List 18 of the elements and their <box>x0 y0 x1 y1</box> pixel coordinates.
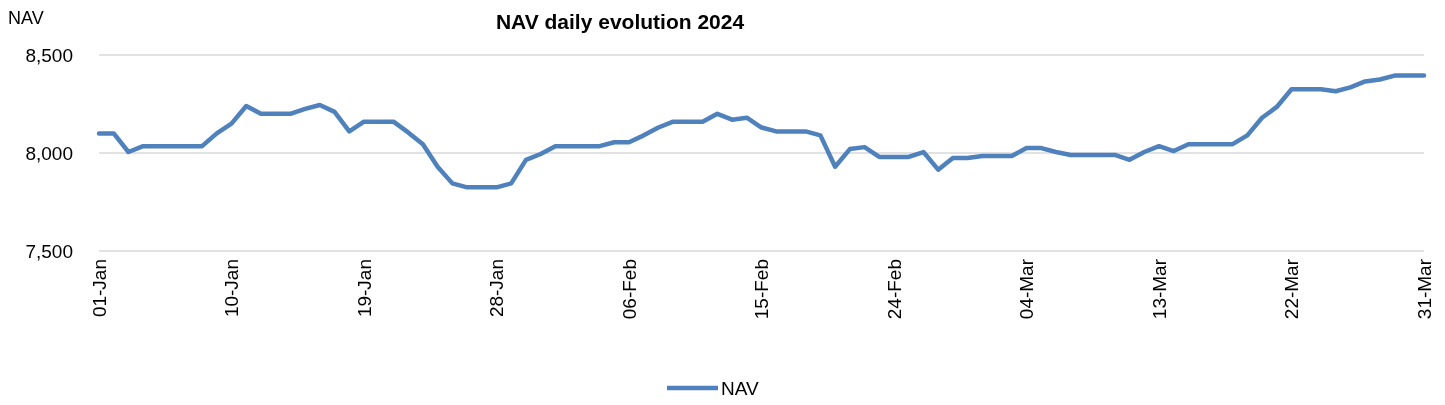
x-tick-label: 28-Jan <box>486 259 508 318</box>
x-tick-label: 24-Feb <box>883 259 905 320</box>
x-tick-label: 19-Jan <box>353 259 375 318</box>
chart-title: NAV daily evolution 2024 <box>495 10 745 33</box>
x-tick-label: 13-Mar <box>1148 258 1170 320</box>
x-tick-label: 06-Feb <box>618 259 640 320</box>
x-tick-label: 22-Mar <box>1281 258 1303 320</box>
y-tick-label: 8,500 <box>25 44 73 66</box>
x-tick-label: 01-Jan <box>88 259 110 318</box>
y-tick-label: 7,500 <box>25 240 73 262</box>
legend-label: NAV <box>721 377 759 399</box>
x-tick-label: 04-Mar <box>1016 258 1038 320</box>
line-series <box>96 73 1427 190</box>
y-axis-title: NAV <box>8 8 44 28</box>
x-tick-label: 15-Feb <box>751 259 773 320</box>
x-tick-label: 31-Mar <box>1413 258 1435 320</box>
x-tick-label: 10-Jan <box>221 259 243 318</box>
y-tick-label: 8,000 <box>25 142 73 164</box>
